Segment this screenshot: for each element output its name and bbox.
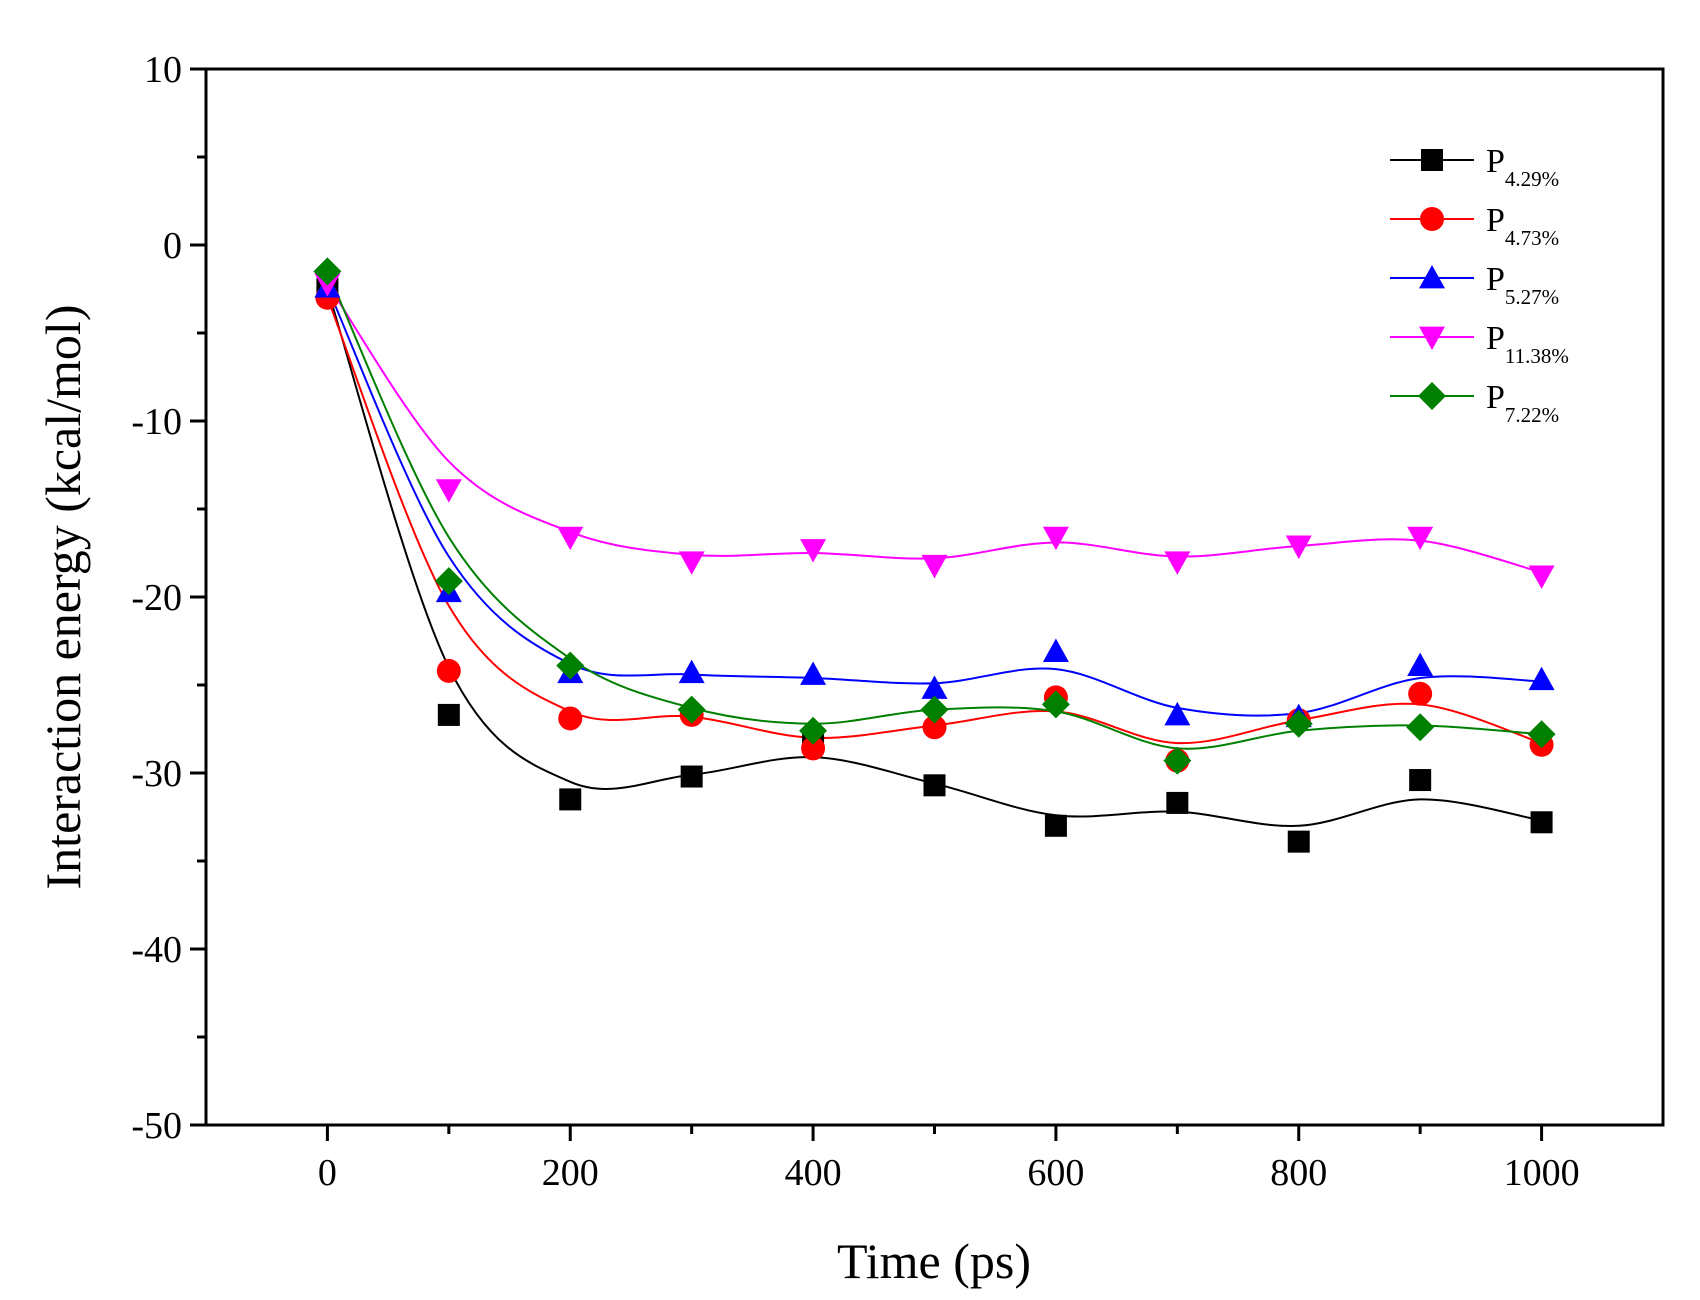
legend-entry: P7.22% bbox=[1390, 379, 1559, 427]
data-point bbox=[1407, 526, 1434, 551]
plot-frame bbox=[204, 67, 1665, 1127]
data-point bbox=[1284, 709, 1313, 738]
legend-label: P4.29% bbox=[1486, 143, 1559, 191]
data-point bbox=[678, 659, 705, 684]
data-point bbox=[921, 675, 948, 699]
data-point bbox=[556, 651, 585, 680]
legend-label: P7.22% bbox=[1486, 379, 1559, 427]
y-tick-label: -50 bbox=[131, 1105, 182, 1147]
data-point bbox=[1285, 535, 1312, 559]
x-axis-title: Time (ps) bbox=[837, 1233, 1031, 1289]
legend-label: P4.73% bbox=[1486, 202, 1559, 250]
x-tick-label: 400 bbox=[785, 1152, 842, 1194]
data-point bbox=[1044, 814, 1067, 837]
series-5 bbox=[313, 257, 1556, 775]
data-point bbox=[434, 567, 463, 596]
y-axis-title: Interaction energy (kcal/mol) bbox=[35, 305, 91, 890]
y-tick-label: 0 bbox=[163, 225, 182, 267]
y-tick-label: -20 bbox=[131, 577, 182, 619]
y-tick-label: -10 bbox=[131, 401, 182, 443]
data-point bbox=[1163, 746, 1192, 775]
data-point bbox=[559, 788, 582, 811]
data-point bbox=[1042, 638, 1069, 662]
data-point bbox=[1408, 681, 1433, 706]
data-point bbox=[436, 658, 461, 683]
x-tick-label: 0 bbox=[318, 1152, 337, 1194]
data-point bbox=[1166, 791, 1189, 814]
data-point bbox=[1041, 690, 1070, 719]
legend: P4.29% P4.73% P5.27% P11.38% P7.22% bbox=[1390, 143, 1569, 427]
data-point bbox=[1528, 666, 1555, 691]
legend-entry: P4.73% bbox=[1390, 202, 1559, 250]
series-1 bbox=[316, 278, 1553, 853]
legend-label: P11.38% bbox=[1486, 320, 1569, 368]
data-point bbox=[921, 554, 948, 579]
data-point bbox=[920, 695, 949, 724]
x-tick-label: 1000 bbox=[1504, 1152, 1580, 1194]
data-point bbox=[678, 551, 705, 575]
legend-marker bbox=[1419, 265, 1445, 289]
data-point bbox=[1042, 526, 1069, 551]
data-point bbox=[557, 526, 584, 551]
data-point bbox=[1287, 830, 1310, 853]
data-point bbox=[1406, 713, 1435, 742]
fit-line-series-2 bbox=[326, 297, 1542, 745]
x-axis-ticks: 0 200 400 600 800 1000 bbox=[318, 1125, 1580, 1194]
data-point bbox=[1527, 720, 1556, 749]
x-tick-label: 200 bbox=[542, 1152, 599, 1194]
data-point bbox=[800, 661, 827, 685]
data-point bbox=[799, 716, 828, 745]
data-point bbox=[801, 736, 826, 761]
y-axis-ticks: 10 0 -10 -20 -30 -40 -50 bbox=[131, 49, 206, 1147]
data-markers bbox=[313, 257, 1556, 853]
data-point bbox=[800, 539, 827, 563]
legend-marker bbox=[1420, 207, 1444, 231]
data-point bbox=[558, 706, 583, 731]
data-point bbox=[922, 715, 947, 740]
y-tick-label: -30 bbox=[131, 753, 182, 795]
data-point bbox=[1530, 811, 1553, 834]
legend-entry: P11.38% bbox=[1390, 320, 1569, 368]
fit-line-series-4 bbox=[326, 283, 1542, 574]
data-point bbox=[1164, 551, 1191, 575]
legend-marker bbox=[1419, 326, 1445, 350]
legend-entry: P4.29% bbox=[1390, 143, 1559, 191]
fit-line-series-5 bbox=[326, 270, 1542, 750]
data-point bbox=[1164, 701, 1191, 726]
series-4 bbox=[314, 273, 1555, 589]
data-point bbox=[313, 257, 342, 286]
y-tick-label: 10 bbox=[144, 49, 182, 91]
legend-entry: P5.27% bbox=[1390, 261, 1559, 309]
data-point bbox=[677, 695, 706, 724]
data-point bbox=[1409, 769, 1432, 792]
legend-label: P5.27% bbox=[1486, 261, 1559, 309]
x-tick-label: 800 bbox=[1270, 1152, 1327, 1194]
legend-marker bbox=[1421, 149, 1443, 171]
data-point bbox=[923, 774, 946, 797]
data-point bbox=[1528, 565, 1555, 589]
data-point bbox=[435, 479, 462, 503]
x-tick-label: 600 bbox=[1027, 1152, 1084, 1194]
legend-marker bbox=[1418, 382, 1446, 410]
fit-line-series-3 bbox=[326, 286, 1542, 717]
y-tick-label: -40 bbox=[131, 929, 182, 971]
fit-lines bbox=[326, 270, 1542, 827]
data-point bbox=[680, 765, 703, 788]
data-point bbox=[1407, 652, 1434, 677]
fit-line-series-1 bbox=[326, 288, 1542, 827]
data-point bbox=[437, 703, 460, 726]
